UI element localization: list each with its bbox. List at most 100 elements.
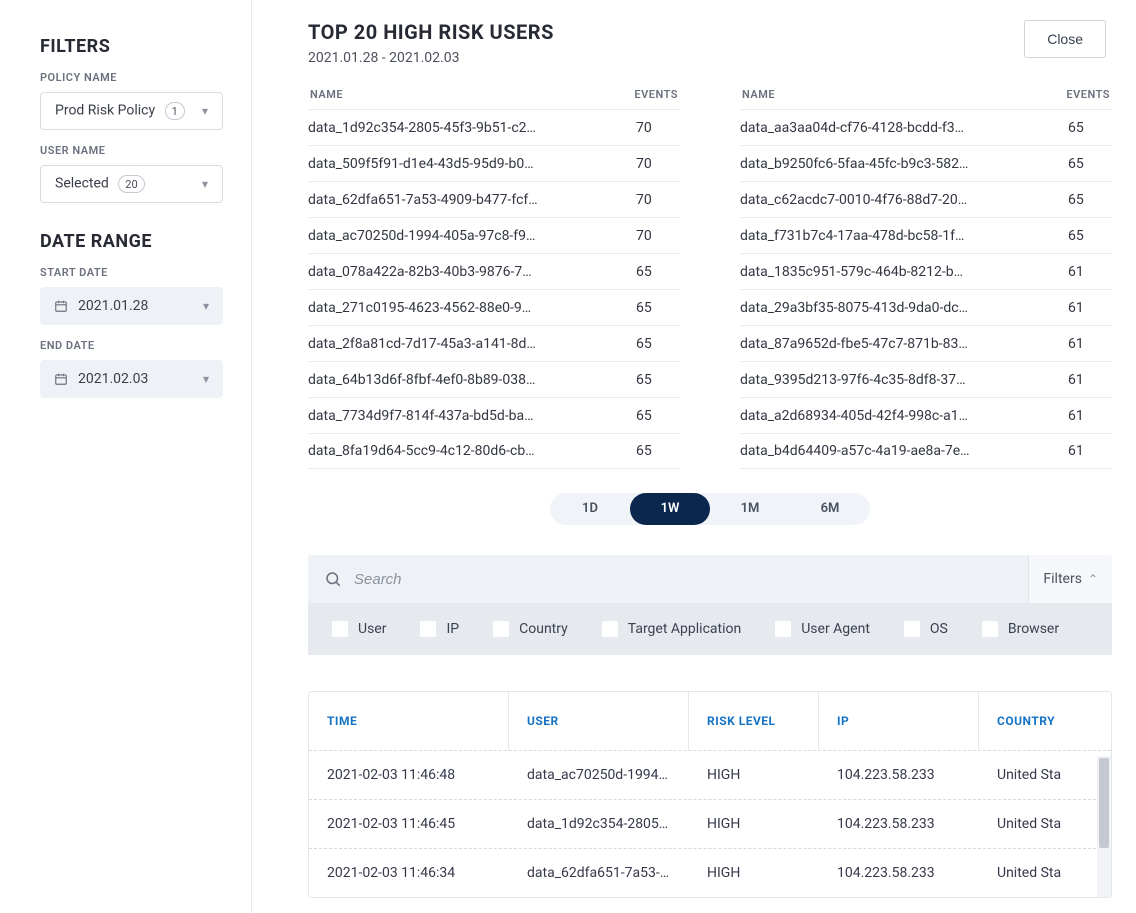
user-name-value: Selected xyxy=(55,176,109,192)
policy-name-count: 1 xyxy=(165,102,185,120)
main-content: Close TOP 20 HIGH RISK USERS 2021.01.28 … xyxy=(252,0,1136,913)
filter-checkboxes: User IP Country Target Application User Agen… xyxy=(308,603,1112,655)
risk-row-events: 70 xyxy=(636,120,680,136)
risk-col-events-header: EVENTS xyxy=(634,88,678,101)
checkbox-icon xyxy=(982,621,998,637)
risk-row-events: 65 xyxy=(636,408,680,424)
range-segment-1d[interactable]: 1D xyxy=(550,493,630,525)
risk-row[interactable]: data_c62acdc7-0010-4f76-88d7-20…65 xyxy=(740,181,1112,217)
grid-cell-user: data_1d92c354-2805-4… xyxy=(509,800,689,848)
grid-cell-ip: 104.223.58.233 xyxy=(819,849,979,897)
risk-row[interactable]: data_62dfa651-7a53-4909-b477-fcff… 70 xyxy=(308,181,680,217)
risk-row-name: data_a2d68934-405d-42f4-998c-a1… xyxy=(740,408,968,424)
risk-row[interactable]: data_8fa19d64-5cc9-4c12-80d6-cbf…65 xyxy=(308,433,680,469)
policy-name-select[interactable]: Prod Risk Policy 1 ▾ xyxy=(40,92,223,130)
risk-row-name: data_ac70250d-1994-405a-97c8-f9… xyxy=(308,228,535,244)
filter-check-browser[interactable]: Browser xyxy=(982,621,1059,637)
risk-row[interactable]: data_64b13d6f-8fbf-4ef0-8b89-038… 65 xyxy=(308,361,680,397)
risk-row-events: 65 xyxy=(636,264,680,280)
risk-row[interactable]: data_b9250fc6-5faa-45fc-b9c3-582…65 xyxy=(740,145,1112,181)
close-button[interactable]: Close xyxy=(1024,20,1106,58)
vertical-scrollbar[interactable] xyxy=(1097,756,1111,897)
filter-check-user[interactable]: User xyxy=(332,621,386,637)
chevron-up-icon: ⌃ xyxy=(1088,572,1098,586)
risk-row[interactable]: data_078a422a-82b3-40b3-9876-7…65 xyxy=(308,253,680,289)
risk-row[interactable]: data_b4d64409-a57c-4a19-ae8a-7e…61 xyxy=(740,433,1112,469)
search-input[interactable] xyxy=(354,571,1012,588)
risk-row[interactable]: data_509f5f91-d1e4-43d5-95d9-b0a…70 xyxy=(308,145,680,181)
risk-row-events: 65 xyxy=(636,336,680,352)
risk-row-events: 70 xyxy=(636,192,680,208)
chevron-down-icon: ▾ xyxy=(202,177,208,191)
risk-row-name: data_509f5f91-d1e4-43d5-95d9-b0a… xyxy=(308,156,538,172)
calendar-icon xyxy=(54,372,68,386)
grid-header-ip[interactable]: IP xyxy=(819,692,979,750)
risk-row[interactable]: data_ac70250d-1994-405a-97c8-f9…70 xyxy=(308,217,680,253)
checkbox-icon xyxy=(904,621,920,637)
risk-row[interactable]: data_2f8a81cd-7d17-45a3-a141-8d15…65 xyxy=(308,325,680,361)
grid-row[interactable]: 2021-02-03 11:46:48data_ac70250d-1994-4…… xyxy=(309,750,1111,799)
risk-row[interactable]: data_a2d68934-405d-42f4-998c-a1…61 xyxy=(740,397,1112,433)
user-name-select[interactable]: Selected 20 ▾ xyxy=(40,165,223,203)
filters-heading: FILTERS xyxy=(40,36,223,57)
risk-row-events: 65 xyxy=(636,372,680,388)
risk-col-name-header: NAME xyxy=(310,88,343,101)
grid-cell-user: data_62dfa651-7a53-49… xyxy=(509,849,689,897)
range-segment-1m[interactable]: 1M xyxy=(710,493,790,525)
grid-cell-country: United Sta xyxy=(979,800,1111,848)
filter-check-target-application[interactable]: Target Application xyxy=(602,621,741,637)
filters-toggle[interactable]: Filters ⌃ xyxy=(1028,555,1112,603)
risk-row-name: data_62dfa651-7a53-4909-b477-fcff… xyxy=(308,192,538,208)
end-date-value: 2021.02.03 xyxy=(78,371,148,387)
risk-row[interactable]: data_7734d9f7-814f-437a-bd5d-bae…65 xyxy=(308,397,680,433)
filter-check-label: User Agent xyxy=(801,621,870,637)
grid-header-time[interactable]: TIME xyxy=(309,692,509,750)
grid-header-country[interactable]: COUNTRY xyxy=(979,692,1111,750)
grid-cell-risk: HIGH xyxy=(689,751,819,799)
risk-row-events: 61 xyxy=(1068,372,1112,388)
risk-column-left: NAME EVENTS data_1d92c354-2805-45f3-9b51… xyxy=(308,88,680,469)
filter-check-country[interactable]: Country xyxy=(493,621,568,637)
search-wrap: Filters ⌃ xyxy=(308,555,1112,603)
page-subtitle: 2021.01.28 - 2021.02.03 xyxy=(308,50,1112,66)
risk-row[interactable]: data_9395d213-97f6-4c35-8df8-379… 61 xyxy=(740,361,1112,397)
chevron-down-icon: ▾ xyxy=(203,372,209,386)
chevron-down-icon: ▾ xyxy=(203,299,209,313)
start-date-picker[interactable]: 2021.01.28 ▾ xyxy=(40,287,223,325)
risk-row[interactable]: data_aa3aa04d-cf76-4128-bcdd-f3a…65 xyxy=(740,109,1112,145)
risk-row[interactable]: data_271c0195-4623-4562-88e0-9b…65 xyxy=(308,289,680,325)
grid-header-risk-level[interactable]: RISK LEVEL xyxy=(689,692,819,750)
search-bar xyxy=(308,555,1028,603)
range-segment-6m[interactable]: 6M xyxy=(790,493,870,525)
filters-toggle-label: Filters xyxy=(1043,571,1082,587)
grid-header-user[interactable]: USER xyxy=(509,692,689,750)
policy-name-label: POLICY NAME xyxy=(40,71,223,84)
risk-row-events: 65 xyxy=(636,300,680,316)
grid-cell-risk: HIGH xyxy=(689,849,819,897)
risk-row-name: data_aa3aa04d-cf76-4128-bcdd-f3a… xyxy=(740,120,970,136)
grid-cell-time: 2021-02-03 11:46:34 xyxy=(309,849,509,897)
scrollbar-thumb[interactable] xyxy=(1099,758,1109,848)
risk-row-name: data_1d92c354-2805-45f3-9b51-c2… xyxy=(308,120,536,136)
risk-row-name: data_64b13d6f-8fbf-4ef0-8b89-038… xyxy=(308,372,535,388)
filter-check-user-agent[interactable]: User Agent xyxy=(775,621,870,637)
filter-check-ip[interactable]: IP xyxy=(420,621,459,637)
grid-row[interactable]: 2021-02-03 11:46:34data_62dfa651-7a53-49… xyxy=(309,848,1111,897)
range-segment-1w[interactable]: 1W xyxy=(630,493,710,525)
risk-row[interactable]: data_87a9652d-fbe5-47c7-871b-83…61 xyxy=(740,325,1112,361)
page-title: TOP 20 HIGH RISK USERS xyxy=(308,20,1112,44)
filter-check-os[interactable]: OS xyxy=(904,621,948,637)
grid-cell-country: United Sta xyxy=(979,849,1111,897)
start-date-label: START DATE xyxy=(40,266,223,279)
grid-cell-ip: 104.223.58.233 xyxy=(819,751,979,799)
risk-row[interactable]: data_1d92c354-2805-45f3-9b51-c2… 70 xyxy=(308,109,680,145)
risk-row[interactable]: data_1835c951-579c-464b-8212-b51…61 xyxy=(740,253,1112,289)
grid-row[interactable]: 2021-02-03 11:46:45data_1d92c354-2805-4…… xyxy=(309,799,1111,848)
grid-cell-risk: HIGH xyxy=(689,800,819,848)
risk-row-name: data_9395d213-97f6-4c35-8df8-379… xyxy=(740,372,970,388)
risk-row[interactable]: data_29a3bf35-8075-413d-9da0-dc…61 xyxy=(740,289,1112,325)
filter-check-label: Browser xyxy=(1008,621,1059,637)
end-date-picker[interactable]: 2021.02.03 ▾ xyxy=(40,360,223,398)
risk-row[interactable]: data_f731b7c4-17aa-478d-bc58-1f711…65 xyxy=(740,217,1112,253)
risk-column-right: NAME EVENTS data_aa3aa04d-cf76-4128-bcdd… xyxy=(740,88,1112,469)
